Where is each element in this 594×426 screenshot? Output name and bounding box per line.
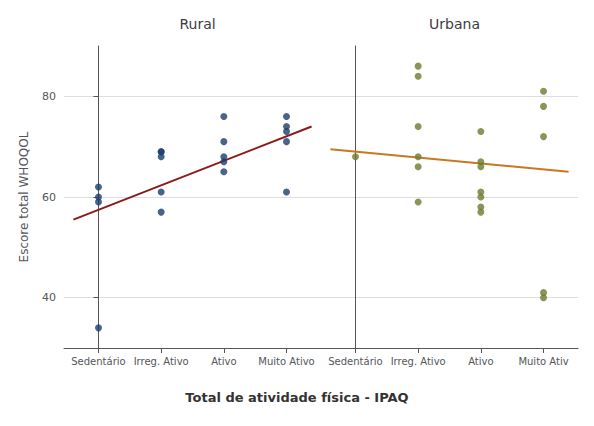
svg-text:Sedentário: Sedentário <box>328 356 382 367</box>
svg-text:Urbana: Urbana <box>429 16 480 32</box>
svg-text:Rural: Rural <box>179 16 215 32</box>
svg-text:Irreg. Ativo: Irreg. Ativo <box>391 356 446 367</box>
svg-text:Irreg. Ativo: Irreg. Ativo <box>134 356 189 367</box>
svg-text:Ativo: Ativo <box>211 356 236 367</box>
svg-text:Ativo: Ativo <box>468 356 493 367</box>
svg-text:Total de atividade física - IP: Total de atividade física - IPAQ <box>185 390 408 405</box>
svg-text:Muito Ativ: Muito Ativ <box>518 356 568 367</box>
svg-text:Muito Ativo: Muito Ativo <box>258 356 314 367</box>
svg-text:40: 40 <box>42 291 56 304</box>
svg-text:80: 80 <box>42 90 56 103</box>
svg-text:60: 60 <box>42 191 56 204</box>
svg-text:Escore total WHOQOL: Escore total WHOQOL <box>17 131 31 262</box>
svg-text:Sedentário: Sedentário <box>71 356 125 367</box>
